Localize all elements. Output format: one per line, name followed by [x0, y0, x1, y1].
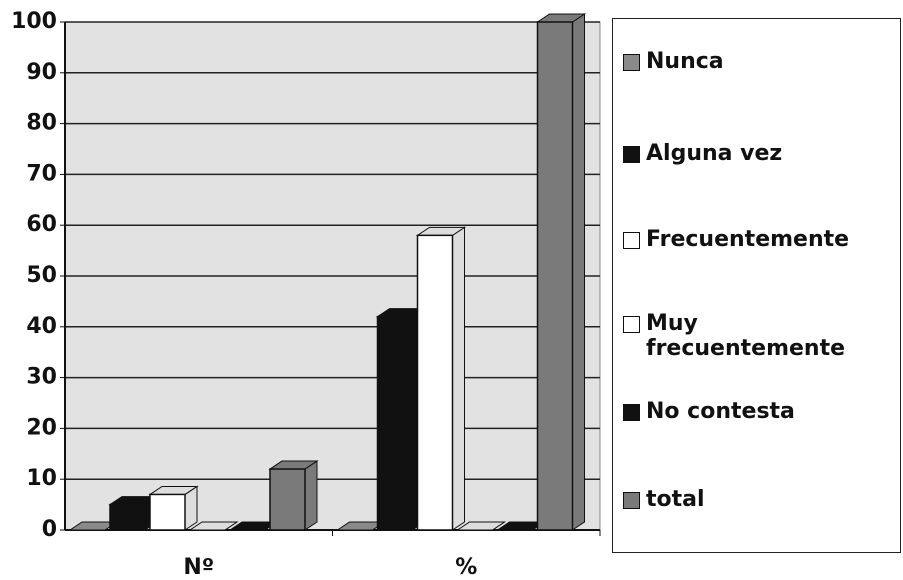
- bar-side: [572, 13, 585, 531]
- legend: Nunca Alguna vez Frecuentemente Muy frecuen…: [612, 18, 901, 553]
- legend-item: Frecuentemente: [623, 227, 898, 252]
- y-tick-label: 0: [42, 517, 57, 542]
- y-tick-label: 60: [26, 212, 57, 237]
- legend-item: Nunca: [623, 49, 898, 74]
- y-tick-label: 90: [26, 60, 57, 85]
- legend-label: Muy frecuentemente: [646, 311, 846, 361]
- legend-swatch: [623, 54, 640, 71]
- legend-swatch: [623, 404, 640, 421]
- y-tick-label: 100: [11, 9, 57, 34]
- x-tick-label: %: [455, 555, 477, 580]
- bar: [536, 21, 574, 531]
- bar-top: [188, 521, 239, 531]
- y-tick-label: 10: [26, 466, 57, 491]
- legend-label: total: [646, 487, 705, 512]
- bar-side: [304, 460, 318, 531]
- legend-item: No contesta: [623, 399, 898, 424]
- bar: [149, 493, 186, 531]
- legend-swatch: [623, 492, 640, 509]
- legend-swatch: [623, 146, 640, 163]
- y-tick-label: 80: [26, 111, 57, 136]
- bar: [109, 503, 146, 531]
- bar: [416, 234, 454, 531]
- legend-swatch: [623, 316, 640, 333]
- legend-item: Muy frecuentemente: [623, 311, 898, 361]
- y-tick-label: 40: [26, 314, 57, 339]
- legend-label: Alguna vez: [646, 141, 783, 166]
- bar: [376, 315, 414, 531]
- legend-item: total: [623, 487, 898, 512]
- bar-top: [455, 521, 507, 531]
- y-tick-label: 20: [26, 415, 57, 440]
- chart: 0 10 20 30 40 50 60 70 80 90 100 Nº%: [11, 9, 601, 580]
- x-tick-label: Nº: [183, 555, 214, 580]
- legend-label: Nunca: [646, 49, 724, 74]
- y-tick-label: 50: [26, 263, 57, 288]
- bar-side: [452, 226, 465, 531]
- legend-label: No contesta: [646, 399, 795, 424]
- y-tick-label: 70: [26, 161, 57, 186]
- bar: [269, 468, 306, 531]
- legend-label: Frecuentemente: [646, 227, 850, 252]
- legend-swatch: [623, 232, 640, 249]
- legend-item: Alguna vez: [623, 141, 898, 166]
- y-tick-label: 30: [26, 365, 57, 390]
